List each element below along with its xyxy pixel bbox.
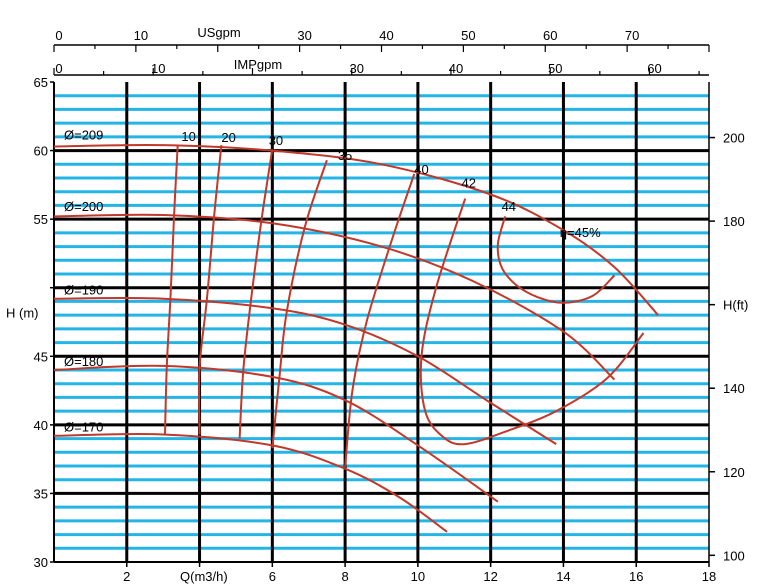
efficiency-label: 42 bbox=[462, 175, 476, 190]
x-tick-label: 14 bbox=[556, 569, 570, 584]
x-tick-label: 12 bbox=[483, 569, 497, 584]
efficiency-curve bbox=[198, 144, 223, 435]
efficiency-label: 40 bbox=[414, 162, 428, 177]
y-left-axis-title: H (m) bbox=[6, 305, 39, 320]
efficiency-curve bbox=[344, 173, 416, 468]
y-right-tick-label: 180 bbox=[723, 214, 745, 229]
usgpm-axis-title: USgpm bbox=[197, 25, 240, 40]
impgpm-tick-label: 60 bbox=[647, 61, 661, 76]
head-curve-label: Ø=190 bbox=[64, 282, 103, 297]
impgpm-tick-label: 40 bbox=[449, 61, 463, 76]
head-curve-label: Ø=170 bbox=[64, 420, 103, 435]
usgpm-tick-label: 10 bbox=[134, 28, 148, 43]
impgpm-tick-label: 30 bbox=[349, 61, 363, 76]
efficiency-label: 20 bbox=[221, 130, 235, 145]
efficiency-curve bbox=[164, 145, 179, 435]
y-right-tick-label: 120 bbox=[723, 465, 745, 480]
efficiency-curve bbox=[496, 216, 616, 304]
efficiency-label: ή=45% bbox=[560, 225, 601, 240]
y-left-tick-label: 30 bbox=[34, 555, 48, 570]
head-curve bbox=[53, 296, 557, 445]
efficiency-label: 35 bbox=[338, 148, 352, 163]
head-curve-label: Ø=209 bbox=[64, 127, 103, 142]
label-layer: Ø=209 Ø=200 Ø=190 Ø=180 Ø=170 10 20 30 35 40 42 44 ή… bbox=[64, 127, 601, 434]
head-curve bbox=[53, 364, 499, 503]
efficiency-curve bbox=[238, 149, 274, 439]
y-left-tick-label: 40 bbox=[34, 418, 48, 433]
head-curve-label: Ø=180 bbox=[64, 354, 103, 369]
x-axis-title: Q(m3/h) bbox=[180, 569, 228, 584]
y-right-tick-label: 140 bbox=[723, 381, 745, 396]
curve-layer bbox=[53, 143, 659, 533]
x-tick-label: 10 bbox=[411, 569, 425, 584]
efficiency-label: 10 bbox=[181, 129, 195, 144]
y-left-tick-label: 45 bbox=[34, 349, 48, 364]
usgpm-tick-label: 40 bbox=[379, 28, 393, 43]
impgpm-tick-label: 0 bbox=[55, 61, 62, 76]
y-right-tick-label: 100 bbox=[723, 548, 745, 563]
y-left-tick-label: 55 bbox=[34, 212, 48, 227]
head-curve bbox=[53, 213, 616, 381]
impgpm-tick-label: 10 bbox=[151, 61, 165, 76]
impgpm-axis-title: IMPgpm bbox=[234, 57, 282, 72]
y-left-tick-label: 65 bbox=[34, 75, 48, 90]
usgpm-tick-label: 0 bbox=[55, 28, 62, 43]
impgpm-tick-label: 50 bbox=[548, 61, 562, 76]
y-left-tick-label: 35 bbox=[34, 486, 48, 501]
efficiency-label: 44 bbox=[502, 199, 516, 214]
efficiency-label: 30 bbox=[269, 133, 283, 148]
y-right-axis-title: H(ft) bbox=[723, 298, 748, 313]
efficiency-curve bbox=[271, 159, 328, 449]
head-curve bbox=[53, 143, 659, 316]
usgpm-tick-label: 50 bbox=[461, 28, 475, 43]
head-curve bbox=[53, 433, 448, 533]
y-left-tick-label: 60 bbox=[34, 144, 48, 159]
x-tick-label: 8 bbox=[341, 569, 348, 584]
head-curve-label: Ø=200 bbox=[64, 199, 103, 214]
x-tick-label: 18 bbox=[702, 569, 716, 584]
x-tick-label: 16 bbox=[629, 569, 643, 584]
y-right-tick-label: 200 bbox=[723, 131, 745, 146]
usgpm-tick-label: 70 bbox=[625, 28, 639, 43]
x-tick-label: 2 bbox=[123, 569, 130, 584]
usgpm-tick-label: 30 bbox=[297, 28, 311, 43]
efficiency-curve bbox=[419, 198, 645, 446]
x-tick-label: 6 bbox=[269, 569, 276, 584]
usgpm-tick-label: 60 bbox=[543, 28, 557, 43]
